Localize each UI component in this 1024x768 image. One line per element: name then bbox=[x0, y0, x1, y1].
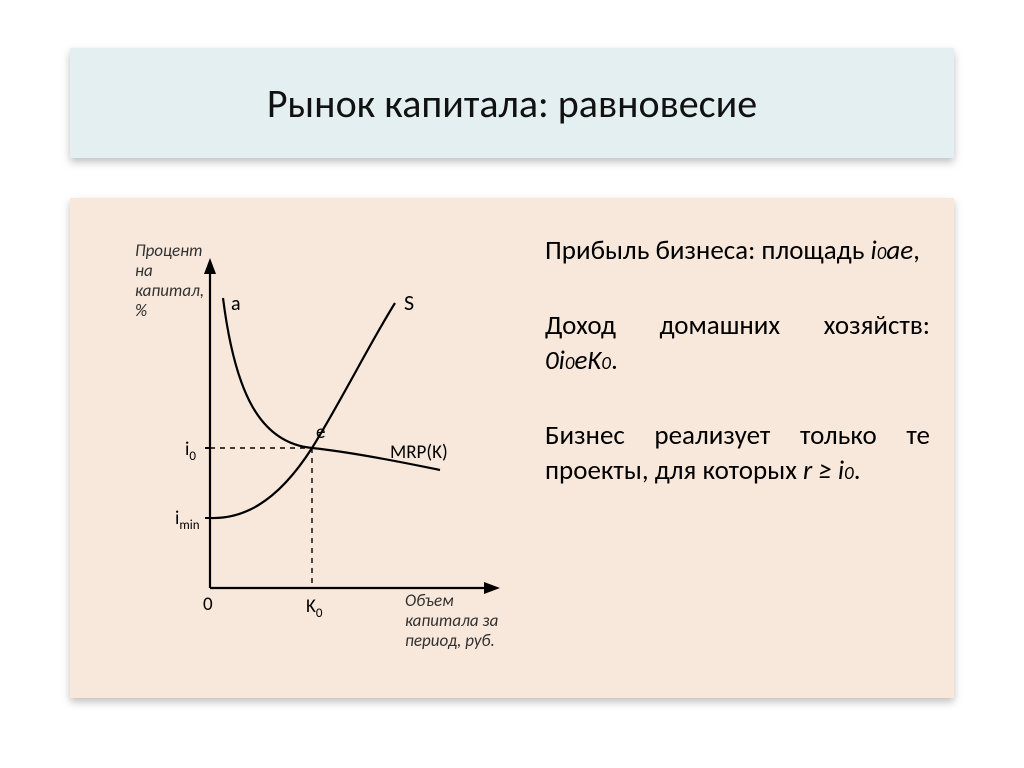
a-label: a bbox=[231, 292, 241, 316]
content-panel: Процент на капитал, % Объем капитала за … bbox=[70, 198, 954, 698]
page-title: Рынок капитала: равновесие bbox=[267, 79, 757, 128]
k0-label: K0 bbox=[306, 595, 323, 621]
para-profit: Прибыль бизнеса: площадь i0ae, bbox=[545, 233, 930, 268]
origin-label: 0 bbox=[203, 593, 213, 616]
supply-curve bbox=[210, 303, 395, 518]
title-box: Рынок капитала: равновесие bbox=[70, 48, 954, 158]
x-axis-arrow bbox=[484, 582, 500, 594]
s-label: S bbox=[404, 289, 414, 316]
e-label: e bbox=[316, 421, 325, 444]
mrp-label: MRP(K) bbox=[390, 441, 448, 464]
para-projects: Бизнес реализует только те проекты, для … bbox=[545, 418, 930, 488]
equilibrium-chart: Процент на капитал, % Объем капитала за … bbox=[90, 228, 530, 668]
text-area: Прибыль бизнеса: площадь i0ae, Доход дом… bbox=[545, 233, 930, 528]
y-axis-label: Процент на капитал, % bbox=[135, 240, 208, 321]
imin-label: imin bbox=[175, 507, 200, 533]
para-household: Доход домашних хозяйств: 0i0eK0. bbox=[545, 308, 930, 378]
i0-label: i0 bbox=[185, 438, 196, 464]
x-axis-label: Объем капитала за период, руб. bbox=[405, 590, 502, 651]
chart-svg: Процент на капитал, % Объем капитала за … bbox=[90, 228, 530, 668]
